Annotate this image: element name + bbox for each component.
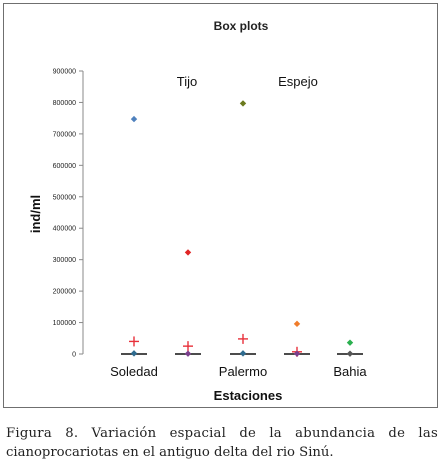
x-category-labels: Soledad Palermo Bahia	[110, 364, 367, 379]
data-point	[239, 100, 247, 107]
group-annotations: Tijo Espejo	[177, 74, 318, 89]
x-category-label: Palermo	[219, 364, 267, 379]
data-point	[184, 350, 192, 357]
mean-marker	[183, 341, 193, 352]
data-point	[130, 115, 138, 123]
y-tick-label: 700000	[53, 131, 76, 138]
x-category-label: Soledad	[110, 364, 158, 379]
y-tick-label: 0	[72, 352, 76, 359]
y-axis-title: ind/ml	[28, 195, 43, 233]
group-annotation: Espejo	[278, 74, 318, 89]
y-tick-labels: 0 100000 200000 300000 400000 500000 600000 700…	[53, 69, 76, 359]
figure-caption: Figura 8. Variación espacial de la abund…	[6, 424, 438, 462]
y-tick-label: 200000	[53, 289, 76, 296]
data-point	[293, 320, 301, 328]
data-point	[346, 350, 354, 357]
y-tick-label: 400000	[53, 226, 76, 233]
y-tick-label: 900000	[53, 69, 76, 76]
x-category-label: Bahia	[333, 364, 367, 379]
caption-line-1: Figura 8. Variación espacial de la abund…	[6, 426, 438, 441]
x-axis-title: Estaciones	[214, 388, 283, 403]
figure-frame: Box plots 0 100000 200000 300000 400000 50000…	[3, 3, 438, 408]
y-tick-label: 300000	[53, 257, 76, 264]
data-point	[184, 249, 192, 256]
y-tick-label: 800000	[53, 100, 76, 107]
box-plot-chart: Box plots 0 100000 200000 300000 400000 50000…	[28, 19, 367, 403]
y-axis	[79, 70, 84, 355]
mean-marker	[238, 333, 248, 344]
mean-marker	[129, 336, 139, 347]
y-tick-label: 500000	[53, 194, 76, 201]
y-tick-label: 100000	[53, 320, 76, 327]
data-points	[121, 100, 363, 357]
data-point	[293, 350, 301, 357]
group-annotation: Tijo	[177, 74, 197, 89]
chart-title: Box plots	[214, 19, 269, 33]
y-tick-label: 600000	[53, 163, 76, 170]
caption-line-2: cianoprocariotas en el antiguo delta del…	[6, 445, 334, 460]
data-point	[130, 350, 138, 357]
data-point	[346, 339, 354, 346]
data-point	[239, 350, 247, 357]
